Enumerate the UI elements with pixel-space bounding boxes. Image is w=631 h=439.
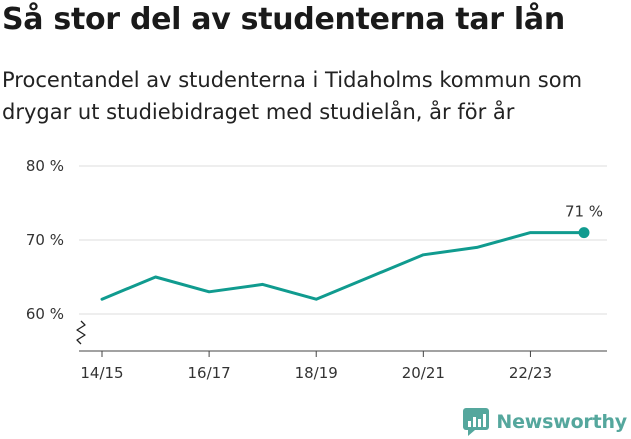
series-line: [100, 231, 586, 301]
x-tick-label: 22/23: [509, 364, 552, 382]
brand-logo: Newsworthy: [463, 406, 627, 438]
newsworthy-logo-icon: [463, 408, 490, 436]
x-tick-label: 18/19: [295, 364, 338, 382]
line-chart: 60 % 70 % 80 % 14/15 16/17 18/19 20/21 22/23 71 …: [26, 157, 607, 382]
grid-lines: [79, 165, 607, 315]
y-tick-label: 70 %: [26, 231, 64, 249]
y-tick-label: 80 %: [26, 157, 64, 175]
x-axis: [76, 320, 607, 357]
x-tick-label: 14/15: [80, 364, 123, 382]
chart-title: Så stor del av studenterna tar lån: [2, 2, 565, 37]
end-value-label: 71 %: [565, 203, 603, 221]
y-tick-label: 60 %: [26, 305, 64, 323]
brand-name: Newsworthy: [496, 411, 627, 433]
x-tick-label: 16/17: [187, 364, 230, 382]
series-layer: [100, 227, 590, 301]
axis-break-icon: [76, 320, 86, 345]
labels-layer: 60 % 70 % 80 % 14/15 16/17 18/19 20/21 22/23 71 …: [26, 157, 603, 382]
chart-subtitle: Procentandel av studenterna i Tidaholms …: [2, 68, 583, 124]
x-tick-label: 20/21: [402, 364, 445, 382]
end-point: [578, 227, 590, 239]
